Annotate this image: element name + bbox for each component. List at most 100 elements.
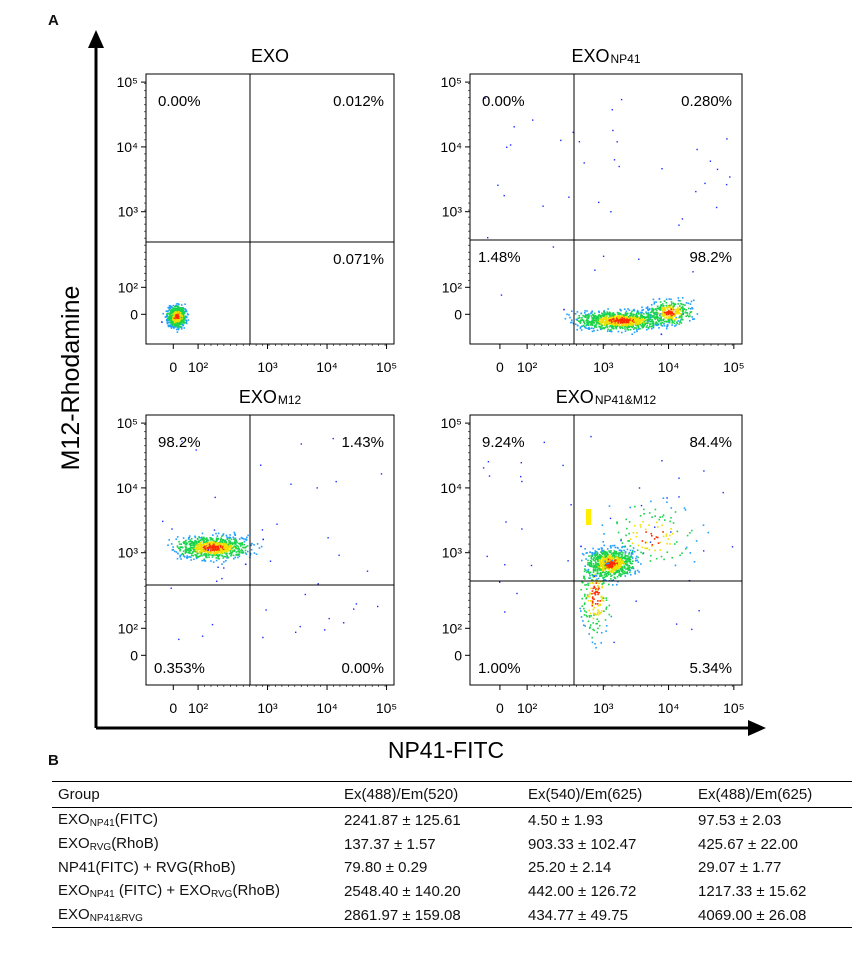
event-dot [191, 541, 193, 543]
event-dot [223, 541, 226, 543]
event-dot [592, 579, 594, 582]
event-dot [668, 316, 671, 319]
event-dot [616, 522, 618, 525]
event-dot [593, 568, 595, 571]
event-dot [620, 324, 623, 326]
event-dot [605, 555, 608, 558]
event-dot [641, 326, 644, 329]
event-dot [212, 550, 215, 553]
event-dot [645, 312, 648, 315]
event-dot [231, 543, 234, 546]
event-dot [601, 585, 604, 588]
group-subscript: RVG [210, 889, 233, 900]
event-dot [265, 609, 267, 611]
event-dot [588, 633, 590, 635]
event-dot [196, 551, 198, 553]
event-dot [597, 320, 600, 322]
event-dot [175, 551, 178, 553]
event-dot [604, 579, 606, 581]
event-dot [172, 548, 174, 551]
event-dot [595, 326, 598, 328]
event-dot [600, 324, 603, 327]
event-dot [624, 326, 626, 328]
event-dot [695, 540, 698, 542]
event-dot [581, 559, 583, 562]
event-dot [583, 610, 586, 612]
plot-title-main: EXO [251, 46, 289, 66]
event-dot [636, 316, 638, 318]
value-cell: 4.50 ± 1.93 [528, 811, 603, 829]
event-dot [300, 443, 302, 445]
event-dot [591, 582, 594, 584]
event-dot [650, 320, 652, 323]
event-dot [219, 548, 222, 550]
event-dot [619, 326, 621, 328]
event-dot [521, 528, 523, 530]
event-dot [610, 569, 613, 572]
event-dot [211, 541, 213, 544]
event-dot [179, 549, 181, 552]
event-dot [656, 307, 659, 309]
event-dot [202, 546, 205, 548]
event-dot [181, 552, 184, 555]
event-dot [649, 325, 651, 327]
quadrant-percent-lower-right: 98.2% [689, 249, 732, 266]
event-dot [598, 611, 601, 613]
event-dot [668, 320, 671, 322]
event-dot [224, 539, 227, 542]
event-dot [650, 532, 653, 535]
group-text: EXO [58, 906, 90, 923]
event-dot [591, 636, 593, 639]
event-dot [602, 320, 605, 322]
event-dot [234, 540, 236, 542]
event-dot [603, 310, 605, 312]
event-dot [589, 577, 592, 579]
event-dot [187, 313, 189, 316]
event-dot [176, 320, 179, 322]
event-dot [648, 316, 651, 319]
event-dot [175, 319, 177, 321]
event-dot [647, 318, 650, 321]
event-dot [600, 323, 602, 325]
y-tick-label: 10⁴ [116, 480, 138, 496]
event-dot [590, 558, 593, 560]
event-dot [631, 324, 634, 326]
event-dot [597, 577, 600, 580]
event-dot [217, 543, 220, 546]
event-dot [212, 552, 215, 554]
event-dot [594, 569, 596, 571]
event-dot [662, 531, 664, 533]
table-body: EXONP41(FITC) 2241.87 ± 125.61 4.50 ± 1.93… [52, 808, 852, 928]
event-dot [601, 597, 604, 600]
event-dot [597, 563, 599, 565]
event-dot [632, 314, 634, 316]
y-tick-label: 10³ [118, 545, 139, 561]
x-tick-label: 0 [169, 700, 177, 716]
event-dot [182, 553, 184, 556]
event-dot [217, 555, 219, 557]
event-dot [290, 483, 292, 485]
event-dot [636, 549, 639, 551]
event-dot [253, 544, 255, 546]
event-dot [221, 549, 223, 552]
event-dot [604, 564, 606, 567]
event-dot [597, 315, 600, 318]
event-dot [656, 526, 659, 528]
event-dot [190, 540, 192, 543]
event-dot [598, 567, 601, 570]
event-dot [620, 316, 623, 319]
event-dot [586, 310, 588, 312]
event-dot [178, 312, 180, 314]
yellow-marker [586, 509, 591, 525]
event-dot [167, 319, 169, 322]
event-dot [597, 572, 599, 575]
event-dot [603, 311, 605, 313]
event-dot [597, 569, 599, 571]
event-dot [172, 546, 174, 548]
event-dot [610, 566, 613, 569]
event-dot [516, 592, 518, 595]
event-dot [592, 628, 594, 631]
event-dot [691, 628, 693, 631]
event-dot [586, 595, 589, 598]
event-dot [672, 315, 675, 317]
